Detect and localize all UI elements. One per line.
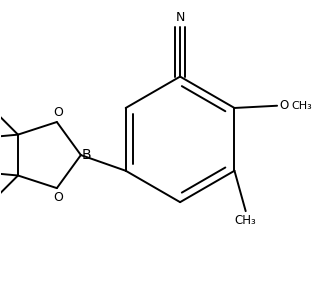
Text: O: O — [53, 106, 63, 119]
Text: CH₃: CH₃ — [292, 101, 312, 111]
Text: O: O — [53, 191, 63, 204]
Text: O: O — [279, 99, 289, 112]
Text: N: N — [176, 11, 185, 24]
Text: CH₃: CH₃ — [235, 215, 257, 228]
Text: B: B — [82, 148, 91, 162]
